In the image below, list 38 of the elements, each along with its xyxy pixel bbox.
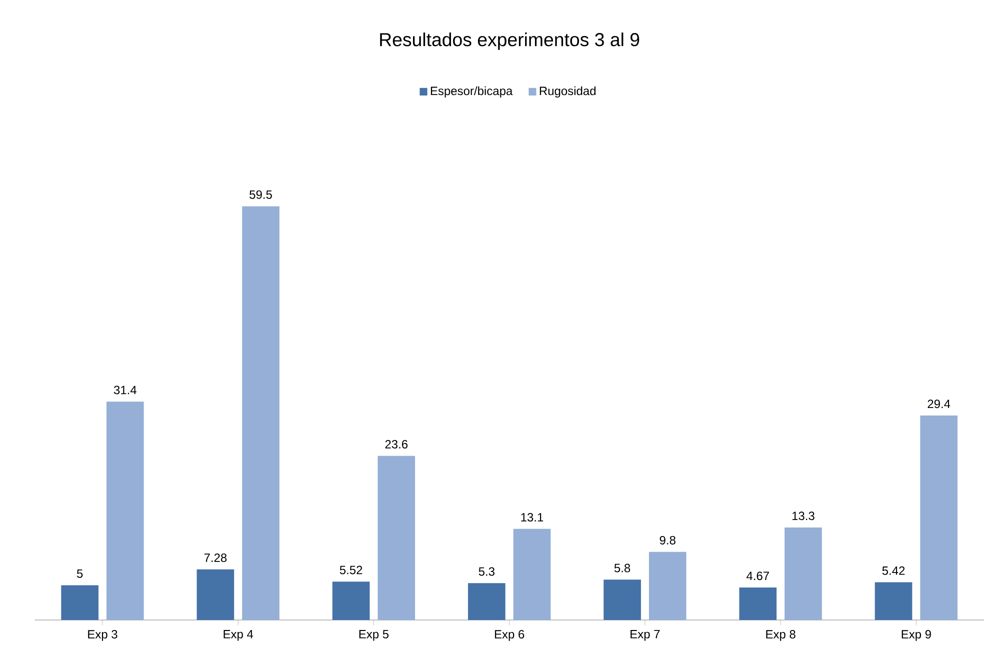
- data-label: 29.4: [928, 400, 950, 408]
- x-tick-label: Exp 8: [766, 630, 796, 642]
- data-label: 4.67: [746, 572, 769, 580]
- bar: [378, 456, 416, 620]
- data-label: 59.5: [250, 190, 272, 199]
- bar: [513, 529, 551, 620]
- data-label: 5: [76, 570, 83, 578]
- x-tick-label: Exp 6: [494, 630, 524, 642]
- data-label: 23.6: [385, 440, 408, 449]
- bar: [648, 552, 686, 620]
- data-label: 5.8: [614, 564, 630, 572]
- x-tick-label: Exp 7: [630, 630, 660, 641]
- bar: [332, 582, 370, 620]
- bar: [106, 402, 144, 620]
- bar: [196, 570, 234, 620]
- data-label: 9.8: [660, 536, 676, 545]
- chart-title: Resultados experimentos 3 al 9: [380, 32, 640, 50]
- bar: [61, 585, 98, 620]
- bar: [920, 416, 958, 620]
- bar: [784, 528, 822, 620]
- bar: [242, 206, 280, 620]
- data-label: 13.1: [521, 513, 544, 522]
- x-tick-label: Exp 3: [88, 630, 118, 642]
- data-label: 5.42: [882, 566, 905, 576]
- legend-label: Rugosidad: [540, 86, 596, 98]
- bar: [739, 588, 777, 620]
- bar: [468, 583, 506, 620]
- data-label: 5.3: [478, 567, 494, 576]
- x-tick-label: Exp 5: [359, 630, 389, 641]
- data-label: 5.52: [340, 566, 362, 574]
- bar: [604, 580, 641, 620]
- legend-label: Espesor/bicapa: [430, 86, 513, 98]
- data-label: 31.4: [114, 386, 136, 394]
- x-tick-label: Exp 9: [902, 630, 931, 642]
- bar: [874, 582, 912, 620]
- x-tick-label: Exp 4: [224, 630, 254, 641]
- data-label: 13.3: [792, 512, 814, 520]
- data-label: 7.28: [204, 554, 227, 562]
